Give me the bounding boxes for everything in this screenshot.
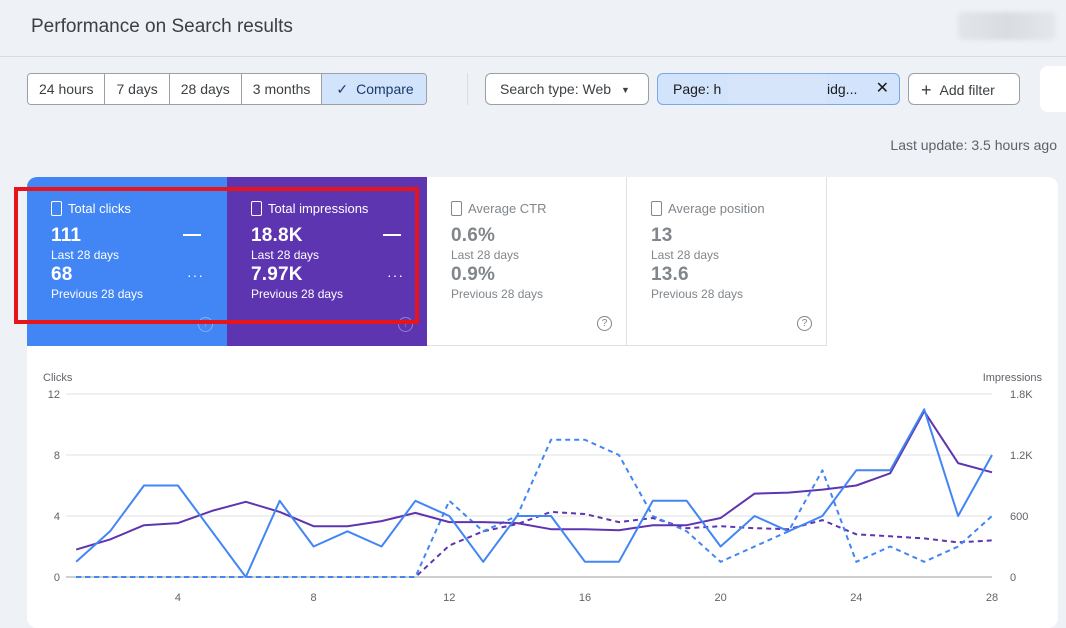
left-axis-ticks: 0 4 8 12 bbox=[48, 389, 60, 584]
add-filter-button[interactable]: + Add filter bbox=[908, 73, 1020, 105]
close-icon[interactable]: ✕ bbox=[875, 80, 889, 97]
current-value: 13 bbox=[651, 225, 673, 246]
range-7-days-button[interactable]: 7 days bbox=[105, 74, 170, 104]
x-tick-label: 24 bbox=[850, 592, 862, 604]
left-tick-label: 0 bbox=[54, 572, 60, 584]
plus-icon: + bbox=[921, 80, 932, 100]
checkbox-icon[interactable] bbox=[451, 201, 462, 216]
checkbox-icon[interactable] bbox=[51, 201, 62, 216]
metric-tile-total-impressions[interactable]: Total impressions 18.8K Last 28 days 7.9… bbox=[227, 177, 427, 346]
previous-value: 7.97K bbox=[251, 264, 303, 285]
metric-label: Average CTR bbox=[468, 201, 547, 216]
metric-label: Average position bbox=[668, 201, 765, 216]
chart-series bbox=[75, 408, 993, 578]
dashed-line-legend-icon: ··· bbox=[187, 267, 204, 283]
help-icon[interactable]: ? bbox=[398, 317, 413, 332]
x-tick-label: 28 bbox=[986, 592, 998, 604]
x-tick-label: 8 bbox=[311, 592, 317, 604]
overflow-panel-edge bbox=[1040, 66, 1066, 112]
current-period: Last 28 days bbox=[51, 248, 120, 262]
checkbox-icon[interactable] bbox=[651, 201, 662, 216]
x-tick-label: 20 bbox=[715, 592, 727, 604]
current-period: Last 28 days bbox=[251, 248, 320, 262]
x-axis-ticks: 4 8 12 16 20 24 28 bbox=[175, 592, 998, 604]
current-period: Last 28 days bbox=[451, 248, 520, 262]
highlight-box bbox=[14, 187, 419, 324]
solid-line-legend-icon bbox=[183, 234, 201, 236]
range-3-months-button[interactable]: 3 months bbox=[241, 74, 323, 104]
series-line-impressions-previous bbox=[76, 510, 993, 578]
right-tick-label: 600 bbox=[1010, 511, 1028, 523]
account-menu-redacted[interactable] bbox=[958, 12, 1056, 40]
previous-period: Previous 28 days bbox=[251, 287, 344, 301]
toolbar-divider bbox=[467, 73, 468, 105]
current-value: 111 bbox=[51, 225, 82, 246]
range-24-hours-button[interactable]: 24 hours bbox=[28, 74, 106, 104]
right-tick-label: 1.2K bbox=[1010, 450, 1033, 462]
metric-label: Total clicks bbox=[68, 201, 131, 216]
search-type-dropdown[interactable]: Search type: Web ▼ bbox=[485, 73, 649, 105]
series-line-clicks-current bbox=[75, 408, 993, 578]
left-tick-label: 12 bbox=[48, 389, 60, 401]
solid-line-legend-icon bbox=[383, 234, 401, 236]
x-tick-label: 12 bbox=[443, 592, 455, 604]
add-filter-label: Add filter bbox=[939, 82, 995, 98]
metric-tile-average-ctr[interactable]: Average CTR 0.6% Last 28 days 0.9% Previ… bbox=[427, 177, 627, 346]
metric-label-row: Average CTR bbox=[451, 201, 626, 216]
metric-tile-average-position[interactable]: Average position 13 Last 28 days 13.6 Pr… bbox=[627, 177, 827, 346]
help-icon[interactable]: ? bbox=[597, 316, 612, 331]
date-range-selector: 24 hours 7 days 28 days 3 months ✓ Compar… bbox=[27, 73, 427, 105]
right-tick-label: 0 bbox=[1010, 572, 1016, 584]
help-icon[interactable]: ? bbox=[797, 316, 812, 331]
right-axis-title: Impressions bbox=[983, 372, 1043, 384]
right-tick-label: 1.8K bbox=[1010, 389, 1033, 401]
left-axis-title: Clicks bbox=[43, 372, 73, 384]
current-value: 0.6% bbox=[451, 225, 496, 246]
page-filter-prefix: Page: h bbox=[673, 81, 722, 97]
x-tick-label: 4 bbox=[175, 592, 181, 604]
previous-value: 68 bbox=[51, 264, 73, 285]
current-value: 18.8K bbox=[251, 225, 303, 246]
series-line-impressions-current bbox=[75, 410, 993, 551]
previous-period: Previous 28 days bbox=[51, 287, 144, 301]
previous-period: Previous 28 days bbox=[451, 287, 544, 301]
metric-label-row: Total clicks bbox=[51, 201, 227, 216]
previous-period: Previous 28 days bbox=[651, 287, 744, 301]
x-tick-label: 16 bbox=[579, 592, 591, 604]
caret-down-icon: ▼ bbox=[621, 85, 630, 95]
performance-card: Total clicks 111 Last 28 days 68 Previou… bbox=[27, 177, 1058, 628]
left-tick-label: 8 bbox=[54, 450, 60, 462]
previous-value: 13.6 bbox=[651, 264, 689, 285]
metric-label: Total impressions bbox=[268, 201, 369, 216]
metric-label-row: Average position bbox=[651, 201, 826, 216]
page-filter-chip[interactable]: Page: h idg... ✕ bbox=[657, 73, 900, 105]
metric-tile-total-clicks[interactable]: Total clicks 111 Last 28 days 68 Previou… bbox=[27, 177, 227, 346]
redacted-url bbox=[727, 75, 827, 103]
range-28-days-button[interactable]: 28 days bbox=[169, 74, 242, 104]
compare-label: Compare bbox=[356, 81, 414, 97]
check-icon: ✓ bbox=[336, 81, 349, 97]
right-axis-ticks: 0 600 1.2K 1.8K bbox=[1010, 389, 1033, 584]
search-type-label: Search type: Web bbox=[500, 81, 612, 97]
metric-label-row: Total impressions bbox=[251, 201, 427, 216]
dashed-line-legend-icon: ··· bbox=[387, 267, 404, 283]
current-period: Last 28 days bbox=[651, 248, 720, 262]
help-icon[interactable]: ? bbox=[198, 317, 213, 332]
series-line-clicks-previous bbox=[76, 438, 993, 578]
checkbox-icon[interactable] bbox=[251, 201, 262, 216]
page-filter-suffix: idg... bbox=[827, 81, 858, 97]
left-tick-label: 4 bbox=[54, 511, 60, 523]
last-update-text: Last update: 3.5 hours ago bbox=[890, 137, 1057, 153]
compare-button[interactable]: ✓ Compare bbox=[322, 74, 426, 104]
header-divider bbox=[0, 56, 1066, 57]
previous-value: 0.9% bbox=[451, 264, 496, 285]
page-title: Performance on Search results bbox=[31, 16, 293, 37]
performance-chart[interactable]: Clicks Impressions 0 4 8 12 0 600 1.2K 1.8K 4 8… bbox=[27, 346, 1058, 628]
